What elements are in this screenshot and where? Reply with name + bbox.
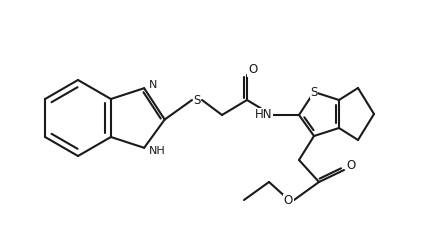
Text: S: S <box>310 85 318 99</box>
Text: O: O <box>346 159 355 172</box>
Text: O: O <box>248 63 257 76</box>
Text: HN: HN <box>254 109 272 121</box>
Text: O: O <box>284 195 293 207</box>
Text: NH: NH <box>149 146 166 156</box>
Text: S: S <box>193 93 201 107</box>
Text: N: N <box>149 80 157 90</box>
